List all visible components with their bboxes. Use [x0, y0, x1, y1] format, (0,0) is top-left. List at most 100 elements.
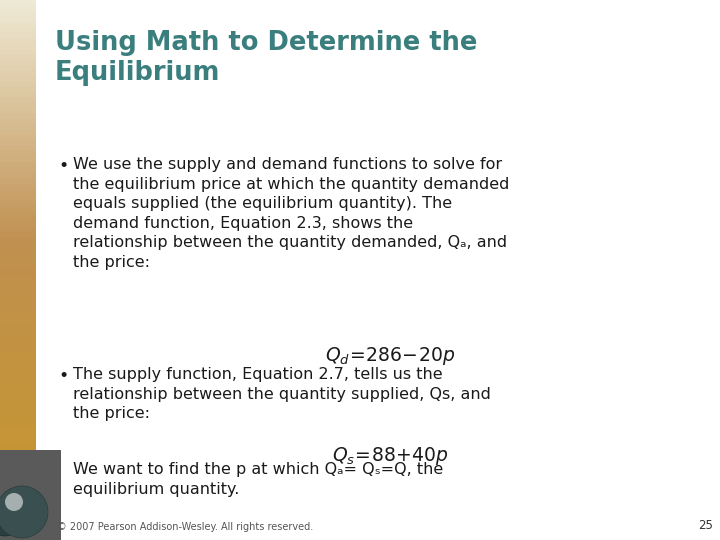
Bar — [0, 200, 36, 205]
Bar — [0, 448, 36, 454]
Text: •: • — [58, 367, 68, 385]
Bar — [0, 238, 36, 243]
Bar — [0, 265, 36, 270]
Bar — [0, 184, 36, 189]
Text: $Q_s\!=\!88\!+\!40p$: $Q_s\!=\!88\!+\!40p$ — [332, 445, 449, 467]
Bar — [0, 135, 36, 140]
Bar — [0, 113, 36, 119]
Bar — [0, 11, 36, 16]
Bar — [0, 410, 36, 416]
Bar — [0, 65, 36, 70]
Bar — [0, 108, 36, 113]
Bar — [0, 421, 36, 427]
Text: We want to find the p at which Qₐ= Qₛ=Q, the
equilibrium quantity.: We want to find the p at which Qₐ= Qₛ=Q,… — [73, 462, 444, 497]
Bar — [0, 497, 36, 502]
Bar — [0, 405, 36, 410]
Bar — [0, 162, 36, 167]
Bar — [0, 464, 36, 470]
Bar — [0, 443, 36, 448]
Bar — [0, 529, 36, 535]
Bar — [0, 475, 36, 481]
Text: Using Math to Determine the
Equilibrium: Using Math to Determine the Equilibrium — [55, 30, 477, 86]
Bar — [0, 227, 36, 232]
Bar — [0, 302, 36, 308]
Bar — [0, 432, 36, 437]
Bar — [0, 470, 36, 475]
Circle shape — [0, 486, 48, 538]
Bar — [0, 211, 36, 216]
Bar — [0, 167, 36, 173]
Bar — [0, 178, 36, 184]
Bar — [0, 76, 36, 81]
Text: •: • — [58, 157, 68, 175]
Text: The supply function, Equation 2.7, tells us the
relationship between the quantit: The supply function, Equation 2.7, tells… — [73, 367, 491, 421]
Bar — [0, 103, 36, 108]
Bar — [0, 254, 36, 259]
Bar — [0, 221, 36, 227]
Bar — [0, 205, 36, 211]
Bar — [0, 502, 36, 508]
Bar — [0, 275, 36, 281]
Bar — [0, 281, 36, 286]
Bar — [0, 292, 36, 297]
Bar — [0, 173, 36, 178]
Bar — [0, 416, 36, 421]
Bar — [0, 486, 36, 491]
Bar — [0, 130, 36, 135]
Bar — [0, 243, 36, 248]
Bar — [0, 454, 36, 459]
Bar — [0, 146, 36, 151]
Bar — [0, 59, 36, 65]
Bar — [0, 38, 36, 43]
Bar — [0, 351, 36, 356]
Bar — [0, 383, 36, 389]
Bar — [0, 259, 36, 265]
Bar — [0, 313, 36, 319]
Bar — [0, 119, 36, 124]
Bar — [0, 459, 36, 464]
Circle shape — [5, 493, 23, 511]
Bar — [0, 373, 36, 378]
Bar — [0, 157, 36, 162]
Bar — [0, 508, 36, 513]
Bar — [0, 400, 36, 405]
Bar — [0, 513, 36, 518]
Bar — [0, 340, 36, 346]
Bar — [0, 394, 36, 400]
Bar — [0, 324, 36, 329]
Bar — [0, 70, 36, 76]
Bar — [0, 92, 36, 97]
Bar — [0, 450, 61, 540]
Bar — [0, 346, 36, 351]
Bar — [0, 43, 36, 49]
Bar — [0, 319, 36, 324]
Bar — [0, 194, 36, 200]
Bar — [0, 535, 36, 540]
Bar — [0, 124, 36, 130]
Bar — [0, 248, 36, 254]
Bar — [0, 54, 36, 59]
Bar — [0, 356, 36, 362]
Bar — [0, 491, 36, 497]
Text: © 2007 Pearson Addison-Wesley. All rights reserved.: © 2007 Pearson Addison-Wesley. All right… — [57, 522, 313, 532]
Bar — [0, 270, 36, 275]
Bar — [0, 367, 36, 373]
Bar — [0, 16, 36, 22]
Bar — [0, 86, 36, 92]
Bar — [0, 329, 36, 335]
Circle shape — [0, 508, 19, 536]
Bar — [0, 378, 36, 383]
Bar — [0, 27, 36, 32]
Bar — [0, 0, 36, 5]
Bar — [0, 518, 36, 524]
Bar — [0, 308, 36, 313]
Text: $Q_d\!=\!286\!-\!20p$: $Q_d\!=\!286\!-\!20p$ — [325, 345, 455, 367]
Bar — [0, 32, 36, 38]
Bar — [0, 22, 36, 27]
Text: We use the supply and demand functions to solve for
the equilibrium price at whi: We use the supply and demand functions t… — [73, 157, 509, 270]
Bar — [0, 427, 36, 432]
Bar — [0, 151, 36, 157]
Bar — [0, 5, 36, 11]
Bar — [0, 140, 36, 146]
Bar — [0, 49, 36, 54]
